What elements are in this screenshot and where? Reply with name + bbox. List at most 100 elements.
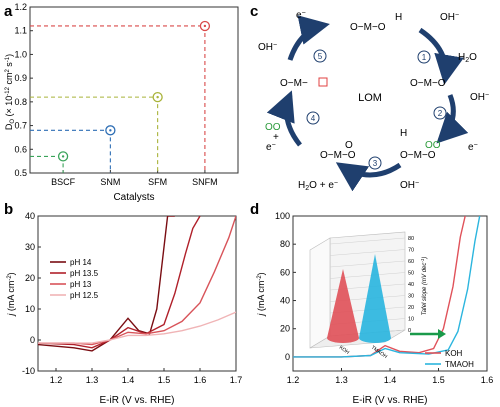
chart-b-xtick-label: 1.5	[158, 375, 171, 385]
bottom-right-chain: O−M−O	[400, 150, 436, 161]
chart-b-xtick-label: 1.6	[194, 375, 207, 385]
chart-a-ytick-label: 1.0	[14, 49, 27, 59]
inset-ylabel: Tafel slope (mV dec-1)	[420, 257, 428, 316]
chart-b-legend: pH 14 pH 13.5 pH 13 pH 12.5	[50, 258, 99, 300]
step-3-marker: 3	[368, 156, 382, 170]
plus-left: +	[273, 132, 279, 143]
lom-center-label: LOM	[358, 92, 382, 104]
chart-a-xtick-label: BSCF	[51, 177, 76, 187]
inset-category-label: TMAOH	[370, 345, 389, 360]
chart-a-ytick-label: 0.7	[14, 121, 27, 131]
chart-d-lines	[293, 216, 481, 358]
chart-b-frame	[37, 215, 237, 372]
inset-side-wall	[309, 237, 331, 349]
h2o-plus-e-bottom: H2O + e−	[298, 180, 338, 192]
chart-d-ytick-label: 0	[285, 352, 290, 362]
chart-d: 0 20 40 60 80 100 1.2 1.3 1.4 1.5 1.6 0 10 20 30 40 50…	[256, 211, 493, 406]
chart-b-xtick-label: 1.4	[122, 375, 135, 385]
chart-b-ytick-label: -10	[22, 366, 35, 376]
chart-a-ytick-label: 0.9	[14, 73, 27, 83]
chart-d-ytick-label: 80	[280, 239, 290, 249]
chart-a-ytick-label: 0.8	[14, 97, 27, 107]
step2-arrow	[436, 94, 469, 144]
svg-text:3: 3	[373, 159, 378, 168]
bottom-right-oo: OO	[425, 140, 441, 151]
chart-b-ytick-label: 30	[25, 242, 35, 252]
step1-arrow	[418, 27, 464, 85]
chart-d-ytick-label: 100	[275, 211, 290, 221]
chart-b-legend-label: pH 14	[70, 258, 92, 267]
shift-arrow	[410, 329, 446, 339]
chart-a-xtick-label: SNFM	[192, 177, 218, 187]
e-right: e−	[468, 142, 478, 153]
oo-left: OO	[265, 122, 281, 133]
chart-a-ytick-label: 0.5	[14, 168, 27, 178]
vacancy-square	[318, 77, 328, 87]
chart-b-series-line	[38, 311, 236, 344]
lom-diagram: LOM 1 2 3 4 5	[258, 10, 489, 192]
chart-d-xtick-label: 1.3	[335, 375, 348, 385]
h2o-top-right: H2O	[458, 52, 477, 64]
chart-b-lines	[38, 216, 236, 352]
chart-a-y-ticks: 0.5 0.6 0.7 0.8 0.9 1.0 1.1 1.2	[14, 2, 33, 178]
svg-text:1: 1	[422, 53, 427, 62]
e-top: e−	[296, 10, 306, 21]
inset-gridline	[329, 237, 406, 245]
chart-d-legend-label: KOH	[445, 349, 463, 358]
chart-a-ytick-label: 1.2	[14, 2, 27, 12]
right-chain: O−M−O	[410, 78, 446, 89]
step5-arrow	[287, 15, 330, 61]
chart-d-xtick-label: 1.6	[481, 375, 494, 385]
inset-category-label: KOH	[338, 345, 351, 356]
inset-ytick-label: 70	[408, 248, 414, 254]
inset-ytick-label: 10	[408, 317, 414, 323]
top-h: H	[395, 12, 402, 23]
inset-cone	[327, 269, 359, 343]
chart-b-legend-label: pH 13	[70, 280, 92, 289]
step3-arrow	[335, 162, 402, 192]
chart-d-xtick-label: 1.5	[432, 375, 445, 385]
chart-d-xtick-label: 1.4	[384, 375, 397, 385]
chart-a-xlabel: Catalysts	[113, 192, 154, 203]
chart-a-xtick-label: SFM	[148, 177, 167, 187]
chart-a-ytick-label: 0.6	[14, 144, 27, 154]
chart-a-xtick-label: SNM	[100, 177, 120, 187]
chart-b-series-line	[38, 216, 201, 349]
chart-a-ylabel: DO (× 10-12 cm2 s-1)	[4, 54, 16, 130]
step-5-marker: 5	[313, 49, 327, 63]
oh-right: OH−	[470, 92, 489, 103]
chart-b-legend-label: pH 13.5	[70, 269, 99, 278]
chart-a-marks	[30, 20, 211, 173]
inset-gridline	[329, 260, 406, 268]
inset-ytick-label: 30	[408, 294, 414, 300]
chart-d-xlabel: E-iR (V vs. RHE)	[353, 395, 428, 406]
bottom-right-h: H	[400, 128, 407, 139]
chart-d-legend: KOH TMAOH	[425, 349, 474, 369]
chart-d-ytick-label: 60	[280, 267, 290, 277]
oh-top-right: OH−	[440, 12, 459, 23]
chart-b-x-ticks: 1.2 1.3 1.4 1.5 1.6 1.7	[50, 368, 243, 385]
inset-ytick-label: 60	[408, 259, 414, 265]
chart-d-x-ticks: 1.2 1.3 1.4 1.5 1.6	[287, 368, 494, 385]
chart-a-point-center	[109, 129, 112, 132]
chart-a: 0.50.60.70.80.91.01.11.2 BSCF SNM SFM SNFM …	[4, 2, 239, 203]
chart-a-point-center	[203, 24, 207, 28]
e-left: e−	[266, 142, 276, 153]
chart-d-xtick-label: 1.2	[287, 375, 300, 385]
chart-b-xtick-label: 1.7	[230, 375, 243, 385]
svg-text:4: 4	[311, 114, 316, 123]
oh-bottom: OH−	[400, 180, 419, 191]
chart-a-ytick-label: 1.1	[14, 26, 27, 36]
inset-ytick-label: 80	[408, 236, 414, 242]
chart-b-ytick-label: 20	[25, 273, 35, 283]
inset-ytick-label: 0	[408, 328, 411, 334]
chart-a-point-center	[61, 155, 65, 158]
chart-b-ylabel: j (mA cm-2)	[6, 272, 16, 316]
inset-y-ticks: 0 10 20 30 40 50 60 70 80	[408, 236, 414, 334]
inset-gridline	[329, 249, 406, 256]
chart-d-ylabel: j (mA cm-2)	[256, 272, 266, 316]
panel-label-a: a	[4, 3, 13, 20]
step-1-marker: 1	[417, 50, 431, 64]
